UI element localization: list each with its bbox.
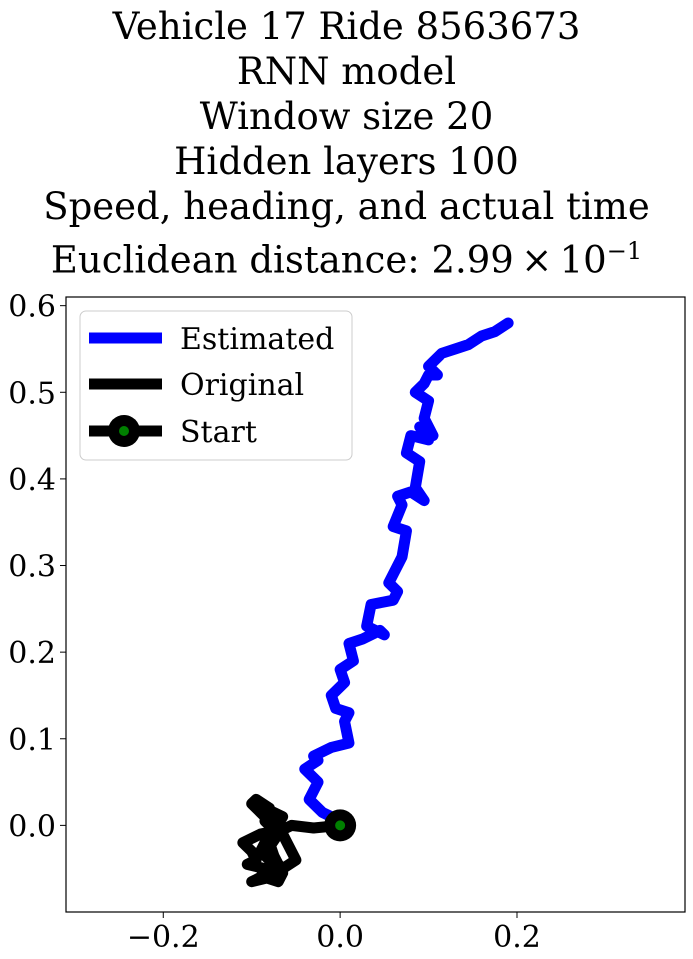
legend: Estimated Original Start xyxy=(79,310,353,461)
title-line-1: Vehicle 17 Ride 8563673 xyxy=(112,5,581,48)
series-layer xyxy=(237,317,514,888)
start-marker-center xyxy=(335,820,346,831)
y-tick-label: 0.5 xyxy=(8,376,56,411)
y-tick-label: 0.3 xyxy=(8,550,56,585)
legend-label-original: Original xyxy=(180,368,304,403)
chart-title: Vehicle 17 Ride 8563673 RNN model Window… xyxy=(0,4,693,282)
title-line-3: Window size 20 xyxy=(199,95,494,138)
x-tick-label: 0.0 xyxy=(316,920,364,955)
legend-label-start: Start xyxy=(180,415,257,450)
y-tick-label: 0.0 xyxy=(8,809,56,844)
legend-box xyxy=(79,310,353,461)
y-tick-label: 0.2 xyxy=(8,636,56,671)
series-line-estimated xyxy=(299,317,514,831)
ticks-layer: −0.2 0.0 0.2 0.0 0.1 0.2 0.3 0.4 0.5 0.6 xyxy=(8,290,541,955)
subtitle-text: Euclidean distance: 2.99 × 10 xyxy=(50,238,607,282)
y-tick-label: 0.1 xyxy=(8,723,56,758)
axes-frame xyxy=(65,296,686,913)
y-tick-label: 0.4 xyxy=(8,463,56,498)
x-tick-label: 0.2 xyxy=(493,920,541,955)
legend-swatch-start-center xyxy=(119,426,129,436)
title-line-4: Hidden layers 100 xyxy=(174,140,519,183)
subtitle-exponent: −1 xyxy=(606,237,643,265)
title-line-5: Speed, heading, and actual time xyxy=(43,185,650,228)
y-tick-label: 0.6 xyxy=(8,290,56,325)
legend-label-estimated: Estimated xyxy=(180,322,334,357)
title-line-6: Euclidean distance: 2.99 × 10−1 xyxy=(0,229,693,282)
series-line-original xyxy=(237,793,346,888)
title-line-2: RNN model xyxy=(236,50,457,93)
x-tick-label: −0.2 xyxy=(127,920,200,955)
